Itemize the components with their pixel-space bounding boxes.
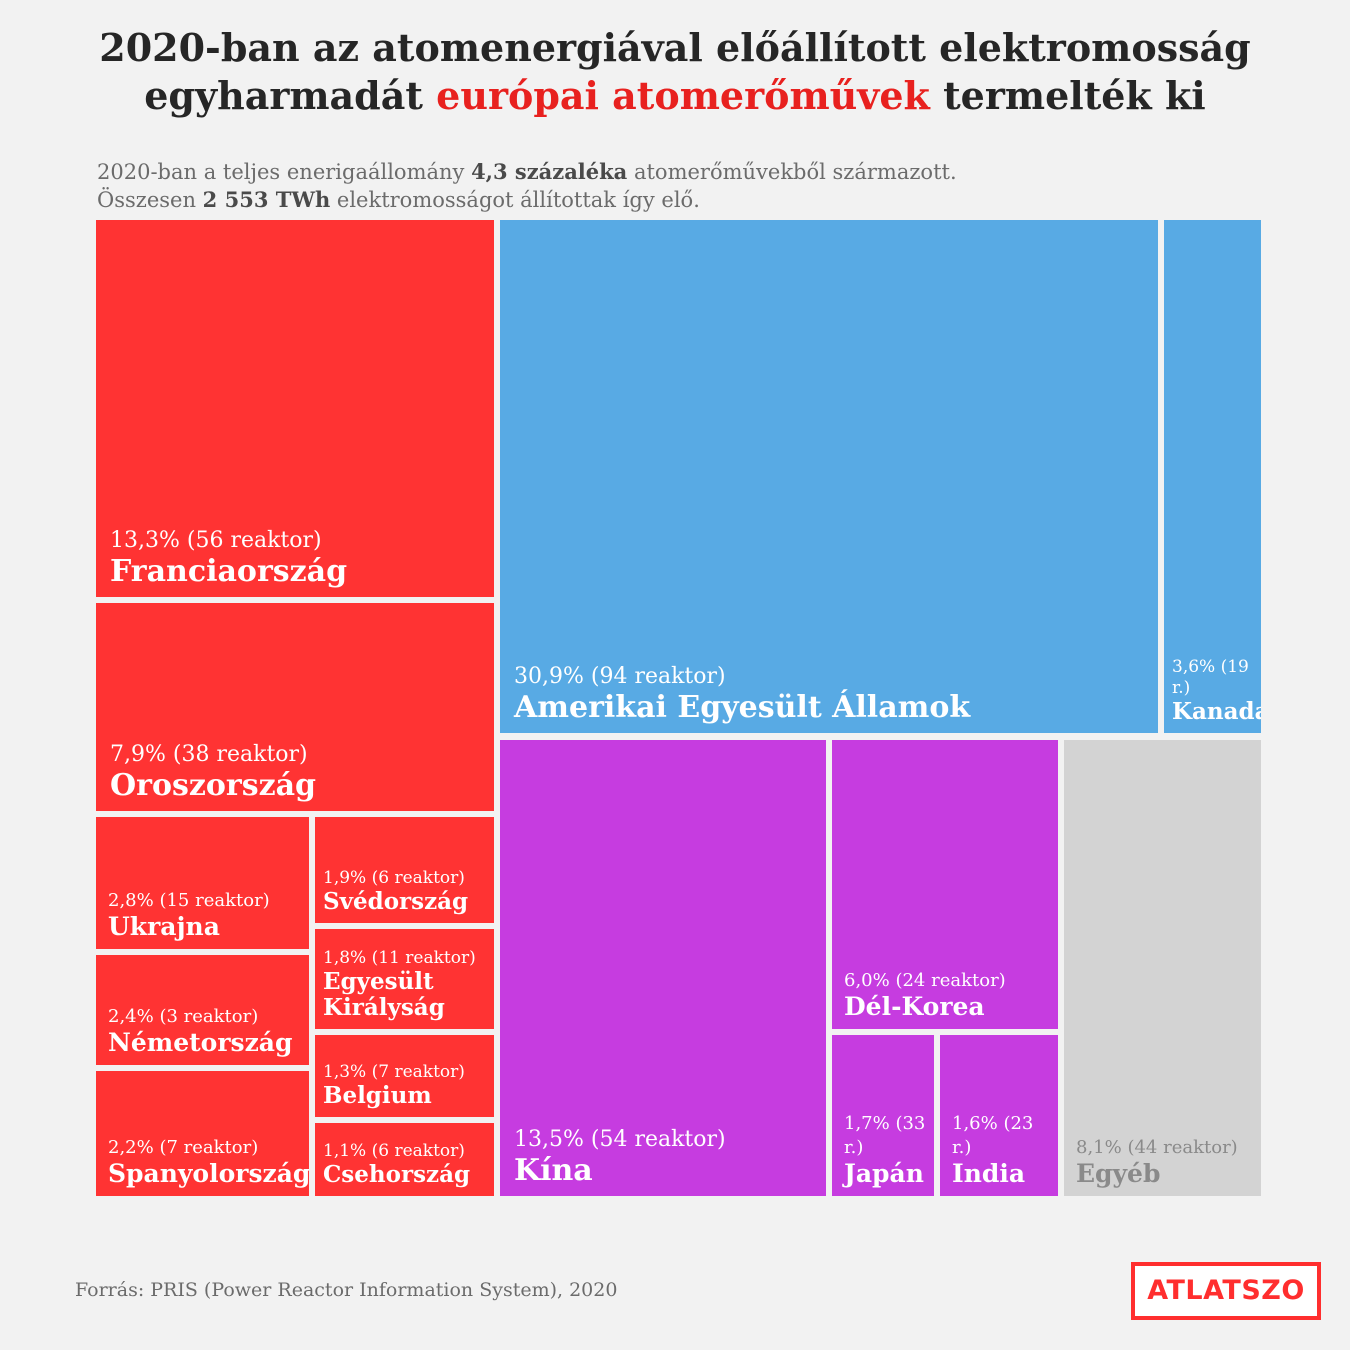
- tile-label: 13,3% (56 reaktor) Franciaország: [110, 527, 488, 589]
- treemap-tile-india: 1,6% (23 r.) India: [940, 1035, 1058, 1196]
- source-note: Forrás: PRIS (Power Reactor Information …: [75, 1279, 618, 1301]
- subtitle-percent: 4,3 százaléka: [471, 159, 628, 184]
- tile-label: 2,4% (3 reaktor) Németország: [108, 1005, 303, 1057]
- tile-label: 1,7% (33 r.) Japán: [844, 1112, 928, 1188]
- title-line-1: 2020-ban az atomenergiával előállított e…: [99, 25, 1251, 70]
- treemap-tile-del-korea: 6,0% (24 reaktor) Dél-Korea: [832, 740, 1058, 1029]
- tile-label: 1,6% (23 r.) India: [952, 1112, 1052, 1188]
- treemap-tile-japan: 1,7% (33 r.) Japán: [832, 1035, 934, 1196]
- tile-country-name: Egyesült Királyság: [323, 968, 445, 1021]
- tile-country-name: Japán: [844, 1159, 924, 1188]
- treemap-tile-kina: 13,5% (54 reaktor) Kína: [500, 740, 826, 1196]
- tile-value-label: 2,8% (15 reaktor): [108, 890, 270, 911]
- tile-country-name: Franciaország: [110, 554, 348, 589]
- tile-value-label: 1,3% (7 reaktor): [323, 1062, 465, 1082]
- tile-value-label: 1,6% (23 r.): [952, 1113, 1034, 1158]
- tile-value-label: 1,1% (6 reaktor): [323, 1141, 465, 1161]
- subtitle-line-1-end: atomerőművekből származott.: [627, 160, 957, 184]
- tile-value-label: 13,5% (54 reaktor): [514, 1127, 726, 1152]
- tile-value-label: 30,9% (94 reaktor): [514, 664, 726, 689]
- subtitle-line-2-start: Összesen: [97, 188, 203, 212]
- treemap-tile-usa: 30,9% (94 reaktor) Amerikai Egyesült Álla…: [500, 220, 1158, 733]
- title-line-2-start: egyharmadát: [144, 73, 437, 118]
- tile-value-label: 8,1% (44 reaktor): [1076, 1137, 1238, 1158]
- treemap-tile-franciaorszag: 13,3% (56 reaktor) Franciaország: [96, 220, 494, 597]
- treemap-tile-egyesult-kiralysag: 1,8% (11 reaktor) Egyesült Királyság: [315, 929, 494, 1029]
- tile-label: 1,3% (7 reaktor) Belgium: [323, 1062, 488, 1109]
- tile-value-label: 1,9% (6 reaktor): [323, 868, 465, 888]
- tile-country-name: Svédország: [323, 888, 469, 915]
- tile-country-name: Belgium: [323, 1082, 432, 1109]
- tile-country-name: Csehország: [323, 1161, 471, 1188]
- treemap-tile-belgium: 1,3% (7 reaktor) Belgium: [315, 1035, 494, 1117]
- treemap-tile-spanyolorszag: 2,2% (7 reaktor) Spanyolország: [96, 1071, 309, 1196]
- tile-label: 1,1% (6 reaktor) Csehország: [323, 1141, 488, 1188]
- tile-label: 3,6% (19 r.) Kanada: [1172, 657, 1261, 725]
- treemap-tile-kanada: 3,6% (19 r.) Kanada: [1164, 220, 1261, 733]
- atlatszo-logo[interactable]: ATLATSZO: [1131, 1262, 1321, 1320]
- treemap-tile-ukrajna: 2,8% (15 reaktor) Ukrajna: [96, 817, 309, 949]
- title-line-2-end: termelték ki: [929, 73, 1206, 118]
- subtitle-line-2-end: elektromosságot állítottak így elő.: [330, 188, 700, 212]
- tile-value-label: 1,7% (33 r.): [844, 1113, 926, 1158]
- tile-country-name: Kanada: [1172, 698, 1261, 725]
- tile-label: 7,9% (38 reaktor) Oroszország: [110, 741, 488, 803]
- tile-value-label: 1,8% (11 reaktor): [323, 948, 476, 968]
- tile-label: 2,8% (15 reaktor) Ukrajna: [108, 889, 303, 941]
- tile-label: 2,2% (7 reaktor) Spanyolország: [108, 1136, 309, 1188]
- tile-country-name: Dél-Korea: [844, 992, 985, 1021]
- subtitle-total: 2 553 TWh: [202, 187, 331, 212]
- chart-title: 2020-ban az atomenergiával előállított e…: [0, 24, 1350, 120]
- tile-country-name: Ukrajna: [108, 912, 220, 941]
- tile-value-label: 2,2% (7 reaktor): [108, 1137, 259, 1158]
- tile-value-label: 2,4% (3 reaktor): [108, 1006, 259, 1027]
- tile-country-name: Kína: [514, 1153, 593, 1188]
- tile-label: 6,0% (24 reaktor) Dél-Korea: [844, 969, 1052, 1021]
- tile-value-label: 7,9% (38 reaktor): [110, 742, 308, 767]
- tile-label: 1,9% (6 reaktor) Svédország: [323, 868, 488, 915]
- tile-label: 1,8% (11 reaktor) Egyesült Királyság: [323, 948, 488, 1021]
- tile-country-name: India: [952, 1159, 1026, 1188]
- tile-label: 13,5% (54 reaktor) Kína: [514, 1126, 820, 1188]
- subtitle-line-1-start: 2020-ban a teljes enerigaállomány: [97, 160, 472, 184]
- title-highlight: európai atomerőművek: [436, 73, 930, 118]
- tile-country-name: Egyéb: [1076, 1159, 1161, 1188]
- treemap-tile-svedorszag: 1,9% (6 reaktor) Svédország: [315, 817, 494, 923]
- treemap-tile-oroszorszag: 7,9% (38 reaktor) Oroszország: [96, 603, 494, 811]
- tile-value-label: 6,0% (24 reaktor): [844, 970, 1006, 991]
- tile-country-name: Oroszország: [110, 768, 317, 803]
- tile-value-label: 3,6% (19 r.): [1172, 657, 1249, 698]
- tile-label: 8,1% (44 reaktor) Egyéb: [1076, 1136, 1255, 1188]
- chart-subtitle: 2020-ban a teljes enerigaállomány 4,3 sz…: [97, 158, 1247, 214]
- tile-country-name: Németország: [108, 1028, 293, 1057]
- treemap-tile-egyeb: 8,1% (44 reaktor) Egyéb: [1064, 740, 1261, 1196]
- tile-country-name: Spanyolország: [108, 1159, 309, 1188]
- tile-label: 30,9% (94 reaktor) Amerikai Egyesült Álla…: [514, 663, 1152, 725]
- treemap-tile-csehorszag: 1,1% (6 reaktor) Csehország: [315, 1123, 494, 1196]
- tile-country-name: Amerikai Egyesült Államok: [514, 690, 971, 725]
- treemap-tile-nemetorszag: 2,4% (3 reaktor) Németország: [96, 955, 309, 1065]
- tile-value-label: 13,3% (56 reaktor): [110, 528, 322, 553]
